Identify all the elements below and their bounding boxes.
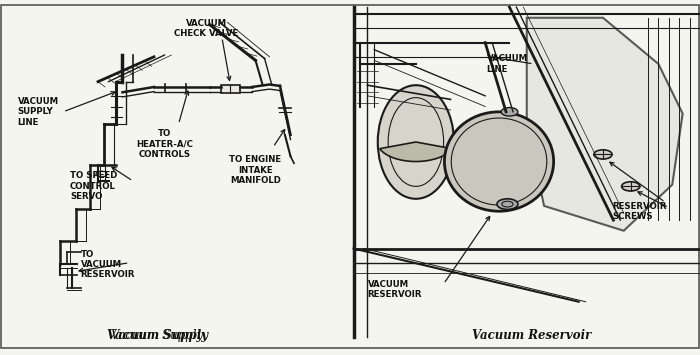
Polygon shape: [526, 18, 682, 231]
Text: RESERVOIR
SCREWS: RESERVOIR SCREWS: [612, 202, 667, 221]
Text: VACUUM
LINE: VACUUM LINE: [486, 54, 528, 73]
Ellipse shape: [444, 112, 554, 211]
Text: VACUUM
RESERVOIR: VACUUM RESERVOIR: [368, 280, 422, 299]
Text: Vacuum Reservoir: Vacuum Reservoir: [473, 329, 592, 342]
Text: Vacuum Supply: Vacuum Supply: [111, 329, 204, 342]
Text: Vacuum Supply: Vacuum Supply: [107, 329, 208, 342]
Text: TO
VACUUM
RESERVOIR: TO VACUUM RESERVOIR: [80, 250, 135, 279]
Text: VACUUM
SUPPLY
LINE: VACUUM SUPPLY LINE: [18, 97, 59, 127]
Text: TO
HEATER-A/C
CONTROLS: TO HEATER-A/C CONTROLS: [136, 129, 193, 159]
Circle shape: [497, 199, 518, 209]
Ellipse shape: [378, 85, 454, 199]
Text: TO ENGINE
INTAKE
MANIFOLD: TO ENGINE INTAKE MANIFOLD: [230, 155, 281, 185]
Circle shape: [622, 182, 640, 191]
Text: TO SPEED
CONTROL
SERVO: TO SPEED CONTROL SERVO: [70, 171, 118, 201]
Circle shape: [594, 150, 612, 159]
FancyBboxPatch shape: [220, 85, 240, 93]
Wedge shape: [379, 142, 452, 162]
Text: VACUUM
CHECK VALVE: VACUUM CHECK VALVE: [174, 19, 239, 38]
Circle shape: [501, 108, 518, 116]
